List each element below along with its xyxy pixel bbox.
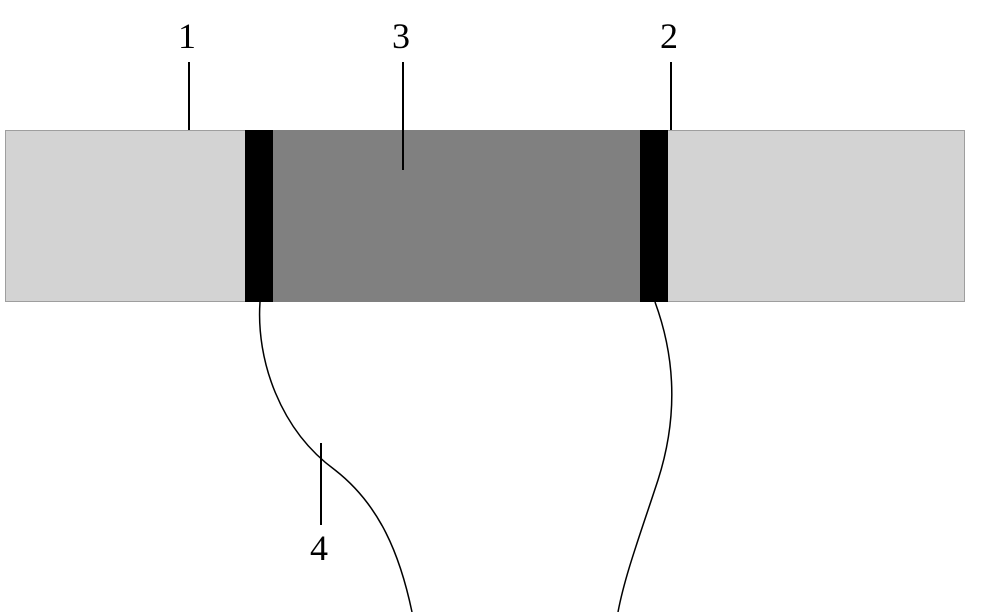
lead-wire-left: [260, 302, 412, 612]
diagram-canvas: 1 3 2 4: [0, 0, 1000, 612]
lead-wire-right: [618, 302, 672, 612]
lead-wires: [0, 0, 1000, 612]
